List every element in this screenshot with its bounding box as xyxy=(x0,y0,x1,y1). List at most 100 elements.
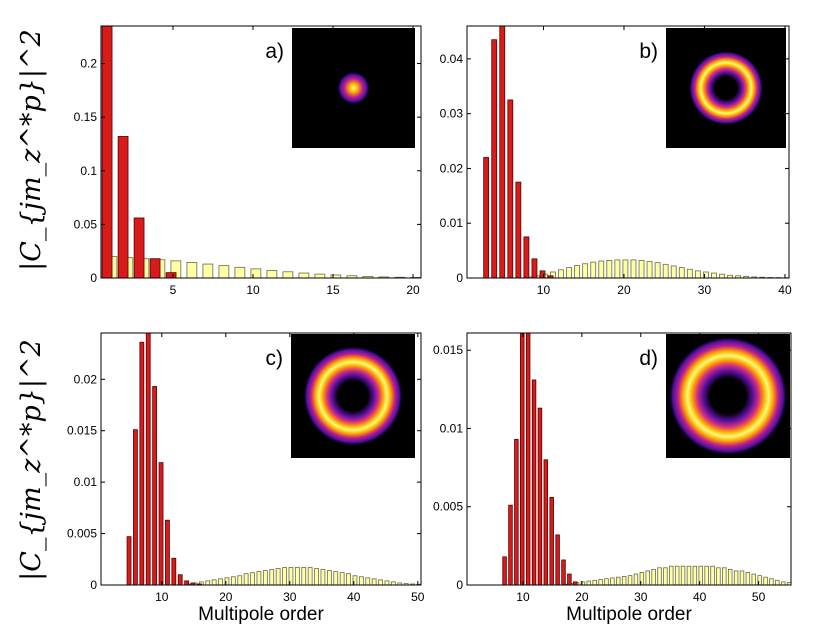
y-tick-label: 0.015 xyxy=(433,343,463,357)
bar-red xyxy=(525,332,531,586)
bar-yellow xyxy=(686,268,693,279)
x-tick-label: 20 xyxy=(219,590,233,604)
bar-yellow xyxy=(186,262,198,279)
x-tick-label: 10 xyxy=(537,283,551,297)
bar-yellow xyxy=(694,270,701,279)
axes-frame xyxy=(100,25,422,279)
bar-red xyxy=(483,157,490,279)
bar-red xyxy=(543,459,549,586)
bar-yellow xyxy=(678,267,685,279)
bar-yellow xyxy=(275,568,281,586)
y-axis-label-bottom: |C_{jm_z^*p}|^2 xyxy=(16,339,47,581)
y-tick-label: 0.01 xyxy=(440,216,464,230)
y-tick-label: 0 xyxy=(90,271,97,285)
bar-red xyxy=(184,580,190,586)
y-tick-label: 0.005 xyxy=(433,500,463,514)
bar-yellow xyxy=(616,576,621,586)
x-tick-label: 20 xyxy=(575,590,589,604)
y-tick-label: 0 xyxy=(90,578,97,592)
bar-red xyxy=(165,272,177,279)
bar-yellow xyxy=(378,579,383,586)
bar-yellow xyxy=(266,270,278,279)
bar-yellow xyxy=(710,565,715,586)
bar-yellow xyxy=(205,580,211,586)
bar-yellow xyxy=(234,266,246,279)
x-axis-label: Multipole order xyxy=(566,604,692,625)
bar-yellow xyxy=(763,576,768,586)
bar-red xyxy=(165,519,170,586)
bar-red xyxy=(561,559,566,586)
bar-yellow xyxy=(630,259,637,279)
bar-yellow xyxy=(558,269,564,279)
bar-yellow xyxy=(586,580,592,586)
bar-yellow xyxy=(269,569,275,586)
bar-yellow xyxy=(680,565,686,586)
axes-frame xyxy=(466,25,790,279)
bar-yellow xyxy=(262,570,268,586)
bar-yellow xyxy=(674,565,680,586)
bar-red xyxy=(531,258,538,279)
bar-yellow xyxy=(218,265,230,279)
bar-yellow xyxy=(358,576,364,586)
x-tick-label: 30 xyxy=(698,283,712,297)
x-tick-label: 40 xyxy=(778,283,792,297)
bar-yellow xyxy=(606,260,613,279)
beam-ring xyxy=(303,346,403,446)
bar-yellow xyxy=(686,565,692,586)
bar-yellow xyxy=(719,273,725,279)
y-tick-label: 0.02 xyxy=(74,372,98,386)
bar-red xyxy=(139,341,145,586)
bar-red xyxy=(523,236,530,279)
panel-label: c) xyxy=(266,347,284,370)
x-axis-label: Multipole order xyxy=(198,604,324,625)
x-tick-label: 30 xyxy=(283,590,297,604)
y-axis-label-top: |C_{jm_z^*p}|^2 xyxy=(16,29,47,271)
bar-red xyxy=(508,504,513,586)
bar-yellow xyxy=(604,578,609,586)
y-tick-label: 0.01 xyxy=(74,475,98,489)
x-tick-label: 5 xyxy=(170,283,177,297)
bar-red xyxy=(117,136,129,279)
bar-yellow xyxy=(692,565,698,586)
bar-yellow xyxy=(590,261,597,279)
bar-yellow xyxy=(250,572,255,586)
bar-yellow xyxy=(371,578,377,586)
bar-red xyxy=(158,462,164,586)
axes-frame xyxy=(466,332,792,586)
bar-yellow xyxy=(657,567,662,586)
bar-yellow xyxy=(669,565,674,586)
bar-red xyxy=(499,25,506,279)
bar-yellow xyxy=(716,567,721,586)
bar-yellow xyxy=(711,272,717,279)
bar-red xyxy=(171,557,177,586)
beam-ring xyxy=(688,50,764,126)
beam-ring xyxy=(668,336,788,456)
bar-yellow xyxy=(298,272,310,279)
bar-yellow xyxy=(237,575,243,586)
bar-yellow xyxy=(301,567,307,586)
bar-red xyxy=(152,386,158,586)
bar-yellow xyxy=(662,263,669,279)
bar-yellow xyxy=(621,575,627,586)
bar-yellow xyxy=(751,573,756,586)
bar-yellow xyxy=(598,579,603,586)
bar-red xyxy=(133,429,138,586)
y-tick-label: 0 xyxy=(456,578,463,592)
bar-yellow xyxy=(775,579,780,586)
y-tick-label: 0.02 xyxy=(440,161,464,175)
bar-yellow xyxy=(733,570,739,586)
bar-yellow xyxy=(769,578,774,586)
bar-yellow xyxy=(651,568,656,586)
bar-red xyxy=(126,536,132,586)
x-tick-label: 15 xyxy=(326,283,340,297)
bar-yellow xyxy=(646,261,653,279)
bar-yellow xyxy=(654,262,661,279)
bar-red xyxy=(537,407,543,586)
bar-yellow xyxy=(202,263,214,279)
bar-yellow xyxy=(282,271,294,279)
y-tick-label: 0.015 xyxy=(67,424,97,438)
bar-yellow xyxy=(230,576,236,586)
x-tick-label: 10 xyxy=(155,590,169,604)
bar-red xyxy=(133,217,145,279)
bar-yellow xyxy=(722,567,727,586)
